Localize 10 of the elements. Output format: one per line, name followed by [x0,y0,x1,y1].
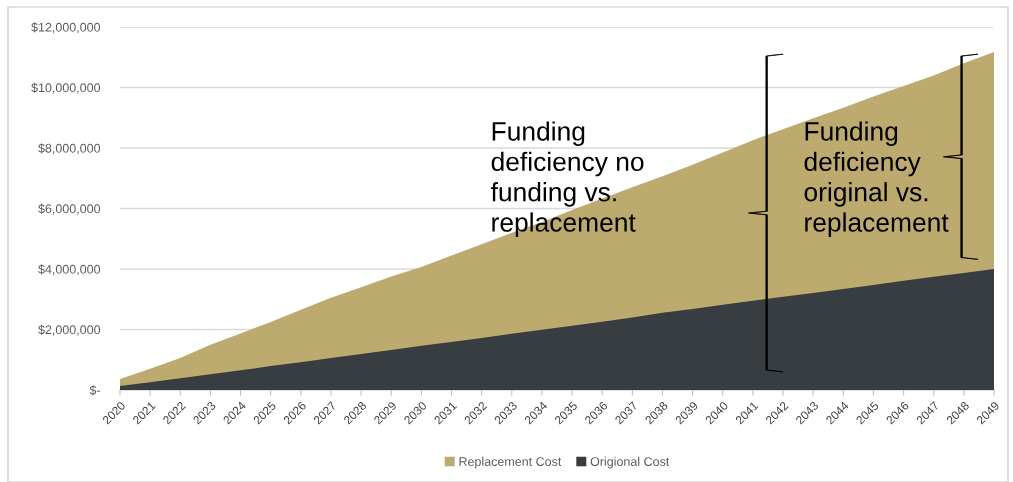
y-tick-label: $6,000,000 [38,203,101,215]
y-tick-label: $2,000,000 [38,324,101,336]
legend-label: Origional Cost [590,456,670,469]
legend-label: Replacement Cost [459,456,562,469]
annotation: Funding deficiency original vs. replacement [804,121,949,237]
y-tick-label: $10,000,000 [31,82,101,94]
y-tick-label: $12,000,000 [31,22,101,34]
y-tick-label: $- [89,385,100,396]
y-tick-label: $8,000,000 [38,143,101,155]
y-tick-label: $4,000,000 [38,264,101,276]
